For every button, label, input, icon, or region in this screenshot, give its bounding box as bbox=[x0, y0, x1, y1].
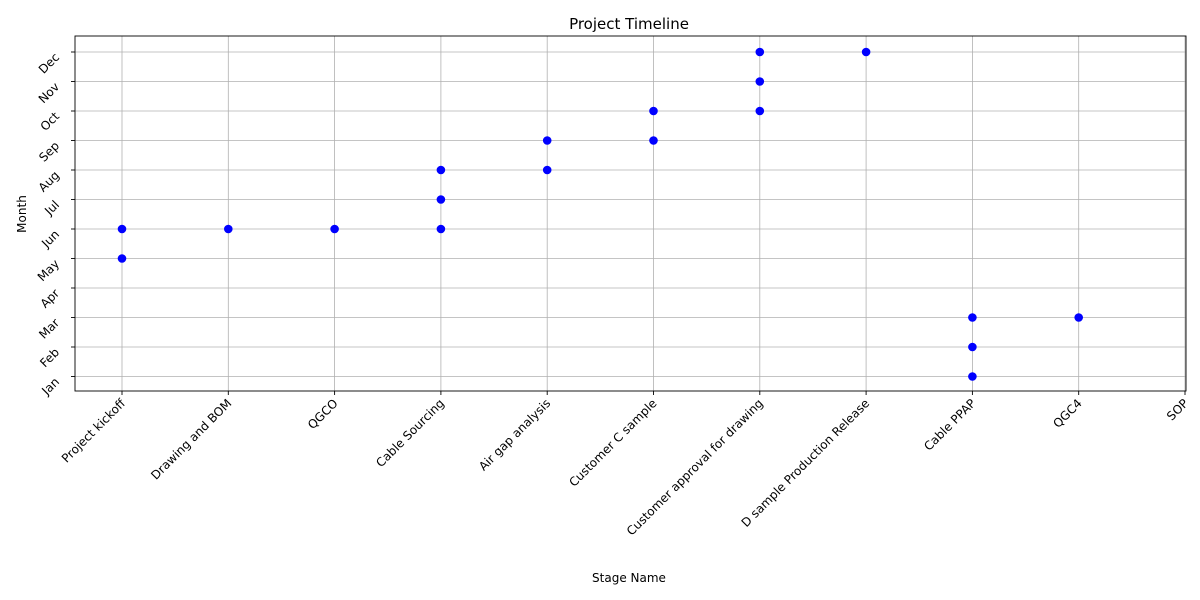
x-tick-label: QGCO bbox=[305, 396, 341, 432]
data-point bbox=[755, 77, 765, 86]
data-point bbox=[968, 313, 977, 322]
y-tick-label: Jul bbox=[41, 198, 62, 219]
y-tick-label: May bbox=[35, 257, 62, 284]
y-tick-label: Aug bbox=[36, 168, 62, 194]
data-points bbox=[117, 47, 1083, 381]
x-tick-label: Cable PPAP bbox=[921, 396, 978, 453]
x-tick-label: Cable Sourcing bbox=[373, 396, 447, 470]
y-tick-label: Nov bbox=[36, 80, 62, 106]
x-tick-label: Air gap analysis bbox=[476, 396, 553, 473]
y-tick-label: Sep bbox=[36, 139, 62, 165]
data-point bbox=[968, 342, 977, 352]
data-point bbox=[542, 165, 552, 175]
x-tick-label: Project kickoff bbox=[59, 396, 129, 466]
data-point bbox=[755, 47, 765, 57]
grid bbox=[75, 36, 1186, 391]
y-tick-label: Dec bbox=[36, 50, 62, 76]
data-point bbox=[861, 47, 871, 57]
x-tick-label: Customer C sample bbox=[566, 396, 659, 489]
y-tick-label: Jan bbox=[38, 375, 62, 399]
y-tick-label: Mar bbox=[36, 316, 62, 342]
data-point bbox=[968, 372, 977, 381]
data-point bbox=[649, 106, 658, 116]
data-point bbox=[436, 165, 446, 175]
x-tick-label: D sample Production Release bbox=[739, 396, 873, 530]
data-point bbox=[436, 195, 446, 204]
y-axis-label: Month bbox=[15, 195, 29, 233]
data-point bbox=[436, 224, 446, 234]
data-point bbox=[755, 106, 765, 116]
chart-title: Project Timeline bbox=[569, 15, 689, 33]
y-tick-label: Apr bbox=[38, 286, 63, 311]
data-point bbox=[330, 224, 339, 234]
data-point bbox=[542, 136, 552, 145]
y-tick-label: Jun bbox=[38, 227, 62, 251]
x-tick-label: Drawing and BOM bbox=[148, 396, 234, 482]
data-point bbox=[117, 254, 127, 263]
data-point bbox=[117, 224, 127, 234]
x-tick-label: QGC4 bbox=[1050, 396, 1084, 430]
x-axis-ticks: Project kickoff Drawing and BOM QGCO Cable … bbox=[59, 391, 1191, 538]
y-tick-label: Oct bbox=[38, 109, 63, 134]
data-point bbox=[1074, 313, 1083, 322]
data-point bbox=[224, 224, 233, 234]
plot-frame bbox=[74, 35, 1187, 392]
data-point bbox=[649, 136, 658, 145]
x-tick-label: SOP bbox=[1164, 396, 1191, 423]
y-tick-label: Feb bbox=[37, 345, 62, 370]
x-axis-label: Stage Name bbox=[592, 571, 666, 585]
